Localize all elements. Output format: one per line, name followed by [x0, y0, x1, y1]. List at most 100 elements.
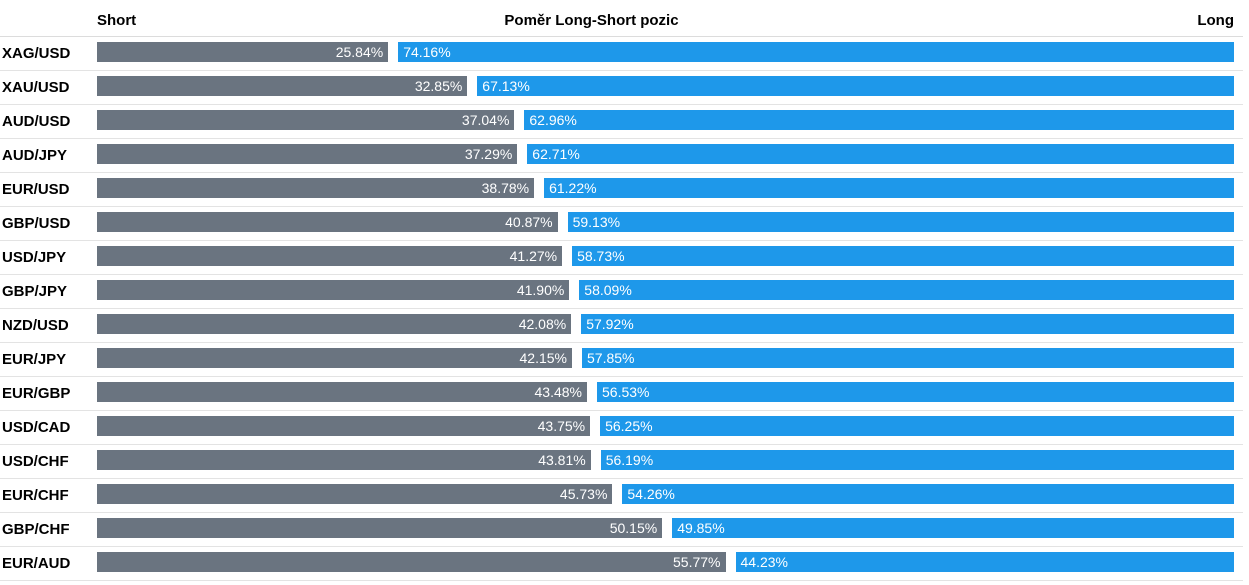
- row-divider: [0, 512, 1243, 513]
- chart-row: USD/CHF 43.81% 56.19%: [0, 445, 1243, 479]
- short-percent-label: 41.27%: [509, 248, 558, 264]
- chart-row: NZD/USD 42.08% 57.92%: [0, 309, 1243, 343]
- long-percent-label: 56.19%: [605, 452, 654, 468]
- long-percent-label: 59.13%: [572, 214, 621, 230]
- row-divider: [0, 104, 1243, 105]
- row-divider: [0, 308, 1243, 309]
- pair-label: EUR/USD: [2, 181, 70, 198]
- short-percent-label: 40.87%: [505, 214, 553, 230]
- long-bar: [597, 382, 1234, 402]
- chart-row: GBP/USD 40.87% 59.13%: [0, 207, 1243, 241]
- long-bar: [622, 484, 1234, 504]
- short-bar: [97, 76, 468, 96]
- long-bar: [544, 178, 1234, 198]
- long-bar: [579, 280, 1234, 300]
- long-percent-label: 54.26%: [627, 486, 675, 502]
- long-percent-label: 56.53%: [602, 384, 650, 400]
- long-bar: [581, 314, 1234, 334]
- long-percent-label: 62.96%: [529, 112, 577, 128]
- pair-label: USD/JPY: [2, 249, 67, 266]
- row-divider: [0, 206, 1243, 207]
- long-percent-label: 57.85%: [587, 350, 635, 366]
- long-bar: [572, 246, 1234, 266]
- chart-row: XAU/USD 32.85% 67.13%: [0, 71, 1243, 105]
- chart-row: XAG/USD 25.84% 74.16%: [0, 37, 1243, 71]
- pair-label: AUD/USD: [2, 113, 71, 130]
- short-percent-label: 43.48%: [534, 384, 582, 400]
- short-bar: [97, 42, 389, 62]
- short-percent-label: 37.04%: [461, 112, 510, 128]
- chart-row: EUR/JPY 42.15% 57.85%: [0, 343, 1243, 377]
- pair-label: EUR/CHF: [2, 487, 69, 504]
- short-percent-label: 42.15%: [519, 350, 567, 366]
- short-bar: [97, 552, 726, 572]
- short-bar: [97, 212, 558, 232]
- short-bar: [97, 484, 613, 504]
- long-bar: [524, 110, 1234, 130]
- long-percent-label: 67.13%: [482, 78, 530, 94]
- long-percent-label: 74.16%: [403, 44, 451, 60]
- chart-row: AUD/JPY 37.29% 62.71%: [0, 139, 1243, 173]
- long-percent-label: 56.25%: [605, 418, 653, 434]
- short-percent-label: 43.75%: [537, 418, 586, 434]
- row-divider: [0, 138, 1243, 139]
- row-divider: [0, 546, 1243, 547]
- chart-row: GBP/CHF 50.15% 49.85%: [0, 513, 1243, 547]
- long-bar: [582, 348, 1234, 368]
- short-percent-label: 55.77%: [673, 554, 721, 570]
- long-percent-label: 61.22%: [549, 180, 597, 196]
- short-bar: [97, 518, 663, 538]
- row-divider: [0, 240, 1243, 241]
- chart-row: GBP/JPY 41.90% 58.09%: [0, 275, 1243, 309]
- chart-row: EUR/GBP 43.48% 56.53%: [0, 377, 1243, 411]
- pair-label: GBP/USD: [2, 215, 71, 232]
- short-percent-label: 38.78%: [481, 180, 530, 196]
- short-bar: [97, 246, 563, 266]
- long-bar: [672, 518, 1234, 538]
- short-bar: [97, 348, 572, 368]
- long-bar: [600, 450, 1234, 470]
- chart-row: EUR/AUD 55.77% 44.23%: [0, 547, 1243, 581]
- row-divider: [0, 376, 1243, 377]
- chart-row: EUR/USD 38.78% 61.22%: [0, 173, 1243, 207]
- short-percent-label: 32.85%: [414, 78, 463, 94]
- row-divider: [0, 478, 1243, 479]
- pair-label: GBP/CHF: [2, 521, 70, 538]
- header-divider: [0, 36, 1243, 37]
- row-divider: [0, 580, 1243, 581]
- short-percent-label: 41.90%: [516, 282, 565, 298]
- chart-row: USD/CAD 43.75% 56.25%: [0, 411, 1243, 445]
- row-divider: [0, 342, 1243, 343]
- short-bar: [97, 382, 587, 402]
- short-bar: [97, 110, 515, 130]
- long-percent-label: 62.71%: [532, 146, 580, 162]
- long-bar: [398, 42, 1234, 62]
- short-percent-label: 42.08%: [518, 316, 567, 332]
- short-percent-label: 25.84%: [335, 44, 384, 60]
- long-percent-label: 57.92%: [586, 316, 634, 332]
- pair-label: EUR/JPY: [2, 351, 67, 368]
- short-bar: [97, 144, 518, 164]
- short-bar: [97, 314, 572, 334]
- row-divider: [0, 172, 1243, 173]
- chart-row: AUD/USD 37.04% 62.96%: [0, 105, 1243, 139]
- pair-label: XAU/USD: [2, 79, 70, 96]
- short-percent-label: 45.73%: [559, 486, 608, 502]
- short-percent-label: 43.81%: [538, 452, 586, 468]
- short-bar: [97, 416, 591, 436]
- long-percent-label: 44.23%: [740, 554, 788, 570]
- chart-row: EUR/CHF 45.73% 54.26%: [0, 479, 1243, 513]
- chart-row: USD/JPY 41.27% 58.73%: [0, 241, 1243, 275]
- pair-label: XAG/USD: [2, 45, 71, 62]
- short-bar: [97, 450, 591, 470]
- pair-label: GBP/JPY: [2, 283, 68, 300]
- long-bar: [735, 552, 1234, 572]
- long-bar: [477, 76, 1234, 96]
- short-percent-label: 50.15%: [609, 520, 658, 536]
- pair-label: EUR/GBP: [2, 385, 71, 402]
- pair-label: USD/CHF: [2, 453, 69, 470]
- short-percent-label: 37.29%: [464, 146, 513, 162]
- long-bar: [567, 212, 1234, 232]
- pair-label: USD/CAD: [2, 419, 71, 436]
